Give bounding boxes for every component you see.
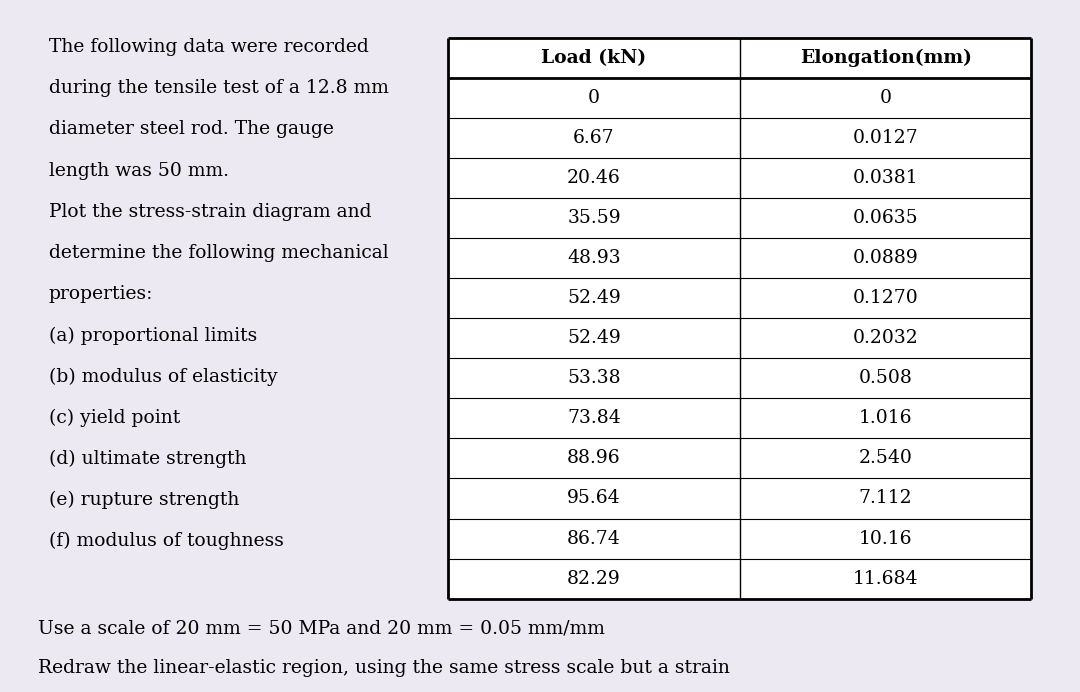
Text: 52.49: 52.49 bbox=[567, 329, 621, 347]
Text: 2.540: 2.540 bbox=[859, 449, 913, 468]
Text: 0: 0 bbox=[879, 89, 892, 107]
Text: properties:: properties: bbox=[49, 285, 153, 303]
Text: diameter steel rod. The gauge: diameter steel rod. The gauge bbox=[49, 120, 334, 138]
Bar bbox=[448, 38, 1031, 599]
Text: 86.74: 86.74 bbox=[567, 529, 621, 547]
Text: Plot the stress-strain diagram and: Plot the stress-strain diagram and bbox=[49, 203, 372, 221]
Text: (d) ultimate strength: (d) ultimate strength bbox=[49, 450, 246, 468]
Text: 20.46: 20.46 bbox=[567, 169, 621, 188]
Text: 52.49: 52.49 bbox=[567, 289, 621, 307]
Text: 48.93: 48.93 bbox=[567, 249, 621, 267]
Text: 0.0635: 0.0635 bbox=[853, 209, 918, 227]
Text: 0.0889: 0.0889 bbox=[853, 249, 918, 267]
Text: determine the following mechanical: determine the following mechanical bbox=[49, 244, 388, 262]
Text: (b) modulus of elasticity: (b) modulus of elasticity bbox=[49, 367, 278, 385]
Text: 35.59: 35.59 bbox=[567, 209, 621, 227]
Text: 53.38: 53.38 bbox=[567, 370, 621, 388]
Text: 7.112: 7.112 bbox=[859, 489, 913, 507]
Text: 0.0381: 0.0381 bbox=[853, 169, 918, 188]
Text: 0.508: 0.508 bbox=[859, 370, 913, 388]
Text: length was 50 mm.: length was 50 mm. bbox=[49, 162, 229, 180]
Text: 1.016: 1.016 bbox=[859, 410, 913, 428]
Text: 0.0127: 0.0127 bbox=[853, 129, 918, 147]
Text: (f) modulus of toughness: (f) modulus of toughness bbox=[49, 532, 283, 550]
Text: Use a scale of 20 mm = 50 MPa and 20 mm = 0.05 mm/mm: Use a scale of 20 mm = 50 MPa and 20 mm … bbox=[38, 619, 605, 637]
Text: during the tensile test of a 12.8 mm: during the tensile test of a 12.8 mm bbox=[49, 80, 389, 98]
Text: 6.67: 6.67 bbox=[573, 129, 615, 147]
Text: The following data were recorded: The following data were recorded bbox=[49, 38, 368, 56]
Text: 88.96: 88.96 bbox=[567, 449, 621, 468]
Text: 0.2032: 0.2032 bbox=[853, 329, 918, 347]
Text: Elongation(mm): Elongation(mm) bbox=[799, 49, 972, 67]
Text: (e) rupture strength: (e) rupture strength bbox=[49, 491, 239, 509]
Text: (c) yield point: (c) yield point bbox=[49, 408, 180, 427]
Text: Load (kN): Load (kN) bbox=[541, 49, 647, 67]
Text: 10.16: 10.16 bbox=[859, 529, 913, 547]
Text: (a) proportional limits: (a) proportional limits bbox=[49, 327, 257, 345]
Text: 95.64: 95.64 bbox=[567, 489, 621, 507]
Text: Redraw the linear-elastic region, using the same stress scale but a strain: Redraw the linear-elastic region, using … bbox=[38, 659, 730, 677]
Text: 82.29: 82.29 bbox=[567, 570, 621, 588]
Text: 0.1270: 0.1270 bbox=[853, 289, 918, 307]
Text: 0: 0 bbox=[588, 89, 600, 107]
Text: 11.684: 11.684 bbox=[853, 570, 918, 588]
Text: 73.84: 73.84 bbox=[567, 410, 621, 428]
